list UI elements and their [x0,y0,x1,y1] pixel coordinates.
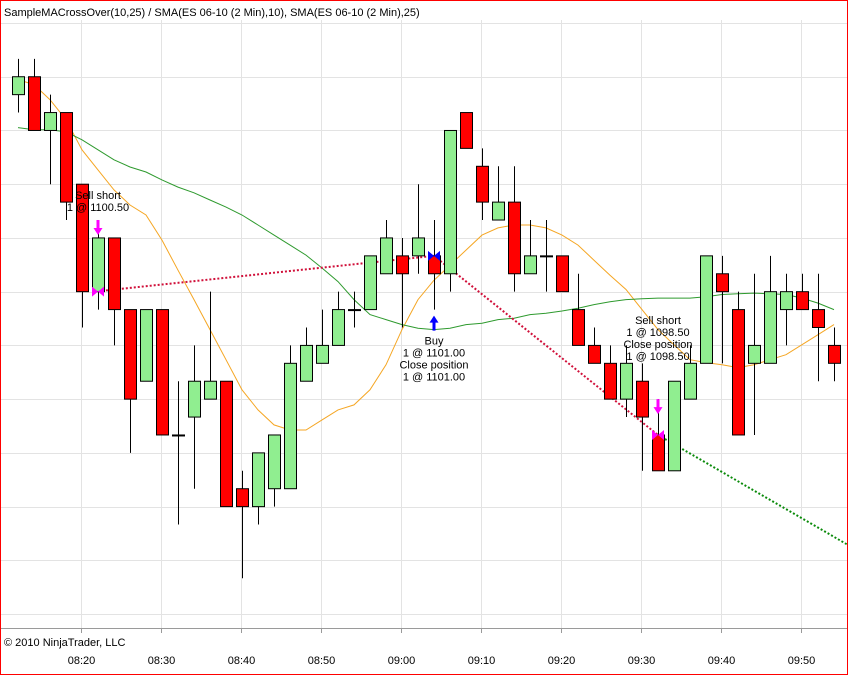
moving-average-line [17,79,835,431]
candle-body [284,362,297,490]
candle-body [828,344,841,364]
candle-body [156,309,169,436]
candle-body [668,380,681,472]
trade-label: Close position [623,339,692,351]
trade-label: 1 @ 1098.50 [626,351,689,363]
trade-label: 1 @ 1100.50 [67,202,129,214]
moving-average-line [17,127,835,331]
candle-body [812,309,825,328]
candle-body [188,380,201,418]
x-tick-label: 09:30 [628,655,656,667]
trade-label: Buy [425,335,444,347]
trade-line [657,434,848,546]
candle-body [332,309,345,346]
candle-body [444,129,457,275]
trade-label: Close position [399,359,468,371]
candle-body [108,237,121,311]
moving-averages [17,79,835,431]
x-tick-label: 09:50 [788,655,816,667]
trade-lines [93,254,848,546]
entry-marker [92,286,104,297]
entry-marker [428,250,440,261]
candle-body [508,201,521,275]
grid [0,20,848,628]
x-tick-label: 08:50 [308,655,336,667]
entry-marker [652,429,664,440]
copyright: © 2010 NinjaTrader, LLC [4,637,125,649]
candle-body [588,344,601,364]
candle-body [796,291,809,311]
candle-body [476,165,489,203]
candle-body [396,255,409,275]
candle-body [28,76,41,131]
x-tick-label: 09:10 [468,655,496,667]
candle-body [700,255,713,364]
trade-line [93,254,435,293]
candle-body [204,380,217,400]
candle-body [636,380,649,418]
x-tick-label: 08:20 [68,655,96,667]
candle-body [572,309,585,346]
candle-body [524,255,537,275]
trade-label: Sell short [635,315,681,327]
candle-body [76,183,89,293]
candle-body [716,273,729,293]
x-axis: 08:20 08:30 08:40 08:50 09:00 09:10 09:20 09:30… [68,628,816,667]
candle-body [140,309,153,382]
trade-arrow [653,399,663,415]
candle-body [316,344,329,364]
candle-body [492,201,505,221]
candle-body [732,309,745,436]
candle-body [172,434,185,437]
candle-body [364,255,377,311]
trade-label: 1 @ 1098.50 [626,327,689,339]
candle-body [604,362,617,400]
candle-body [44,112,57,131]
trade-label: 1 @ 1101.00 [403,371,465,383]
chart-title: SampleMACrossOver(10,25) / SMA(ES 06-10 … [4,7,420,19]
candle-body [684,362,697,400]
x-tick-label: 09:20 [548,655,576,667]
candle-body [764,291,777,364]
trade-arrow [93,220,103,236]
candle-body [748,344,761,364]
candle-body [60,112,73,203]
candle-body [12,76,25,96]
x-tick-label: 09:40 [708,655,736,667]
trade-label: 1 @ 1101.00 [403,347,465,359]
candle-body [556,255,569,293]
candle-body [268,434,281,490]
candle-body [220,380,233,508]
candle-body [300,344,313,382]
trade-label: Sell short [75,190,121,202]
candle-body [236,488,249,508]
candle-body [252,452,265,508]
candle-body [652,434,665,472]
candle-body [620,362,633,400]
trade-arrow [429,315,439,331]
candles [12,58,841,579]
candle-body [92,237,105,293]
candle-body [412,237,425,257]
candle-body [124,309,137,400]
candle-body [460,112,473,149]
candle-body [380,237,393,275]
x-tick-label: 09:00 [388,655,416,667]
candle-body [780,291,793,311]
candle-body [348,309,361,312]
x-tick-label: 08:40 [228,655,256,667]
x-tick-label: 08:30 [148,655,176,667]
candle-body [540,255,553,258]
